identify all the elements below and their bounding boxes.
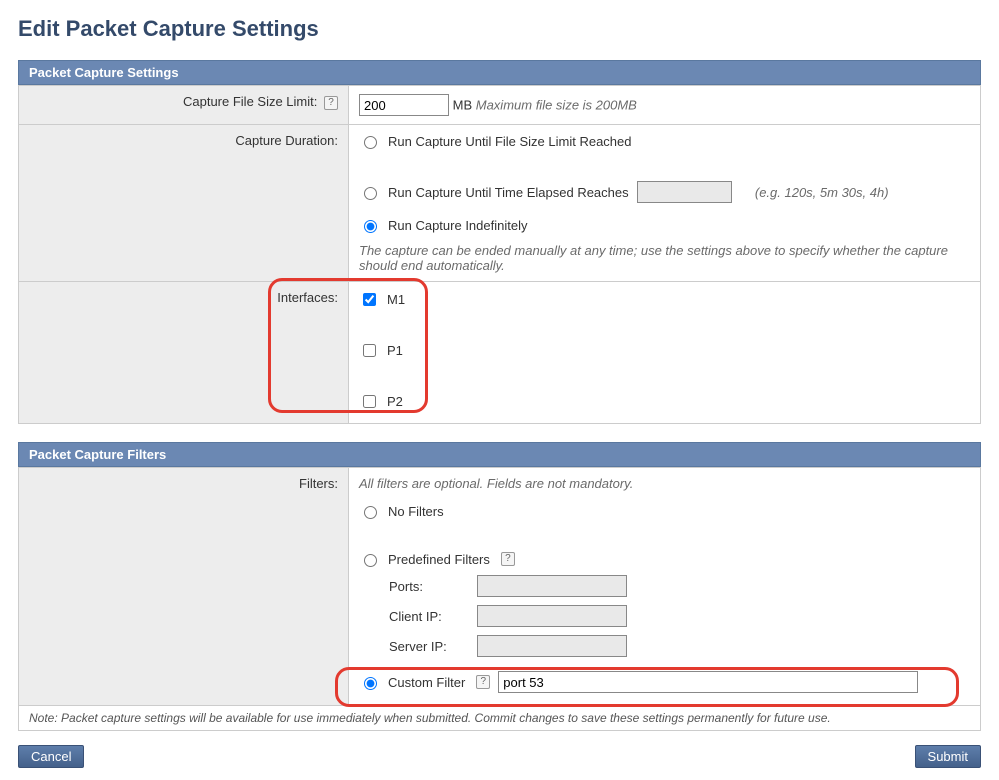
opt-no-filters: No Filters — [388, 504, 444, 519]
radio-predef-filters[interactable] — [364, 554, 377, 567]
server-ip-input[interactable] — [477, 635, 627, 657]
checkbox-m1[interactable] — [363, 293, 376, 306]
label-filters: Filters: — [299, 476, 338, 491]
time-elapsed-input[interactable] — [637, 181, 732, 203]
duration-note: The capture can be ended manually at any… — [359, 243, 970, 273]
label-interfaces: Interfaces: — [277, 290, 338, 305]
time-hint: (e.g. 120s, 5m 30s, 4h) — [755, 185, 889, 200]
page-title: Edit Packet Capture Settings — [18, 16, 981, 42]
label-ports: Ports: — [389, 579, 469, 594]
filters-intro: All filters are optional. Fields are not… — [359, 476, 970, 491]
ports-input[interactable] — [477, 575, 627, 597]
file-size-input[interactable] — [359, 94, 449, 116]
checkbox-p2[interactable] — [363, 395, 376, 408]
label-file-size: Capture File Size Limit: — [183, 94, 317, 109]
radio-custom-filter[interactable] — [364, 677, 377, 690]
help-icon[interactable]: ? — [324, 96, 338, 110]
opt-duration-time: Run Capture Until Time Elapsed Reaches — [388, 185, 629, 200]
radio-duration-time[interactable] — [364, 187, 377, 200]
opt-predef-filters: Predefined Filters — [388, 552, 490, 567]
footer-note: Note: Packet capture settings will be av… — [18, 706, 981, 731]
file-size-unit: MB — [453, 98, 473, 113]
radio-no-filters[interactable] — [364, 506, 377, 519]
label-server-ip: Server IP: — [389, 639, 469, 654]
opt-duration-filesize: Run Capture Until File Size Limit Reache… — [388, 134, 632, 149]
file-size-hint: Maximum file size is 200MB — [476, 98, 637, 113]
label-m1: M1 — [387, 292, 405, 307]
label-client-ip: Client IP: — [389, 609, 469, 624]
section-header-settings: Packet Capture Settings — [18, 60, 981, 85]
filters-table: Filters: All filters are optional. Field… — [18, 467, 981, 706]
label-p2: P2 — [387, 394, 403, 409]
cancel-button[interactable]: Cancel — [18, 745, 84, 768]
label-duration: Capture Duration: — [235, 133, 338, 148]
section-header-filters: Packet Capture Filters — [18, 442, 981, 467]
help-icon[interactable]: ? — [501, 552, 515, 566]
custom-filter-input[interactable] — [498, 671, 918, 693]
opt-custom-filter: Custom Filter — [388, 675, 465, 690]
client-ip-input[interactable] — [477, 605, 627, 627]
submit-button[interactable]: Submit — [915, 745, 981, 768]
checkbox-p1[interactable] — [363, 344, 376, 357]
radio-duration-indef[interactable] — [364, 220, 377, 233]
help-icon[interactable]: ? — [476, 675, 490, 689]
settings-table: Capture File Size Limit: ? MB Maximum fi… — [18, 85, 981, 424]
radio-duration-filesize[interactable] — [364, 136, 377, 149]
label-p1: P1 — [387, 343, 403, 358]
opt-duration-indef: Run Capture Indefinitely — [388, 218, 527, 233]
